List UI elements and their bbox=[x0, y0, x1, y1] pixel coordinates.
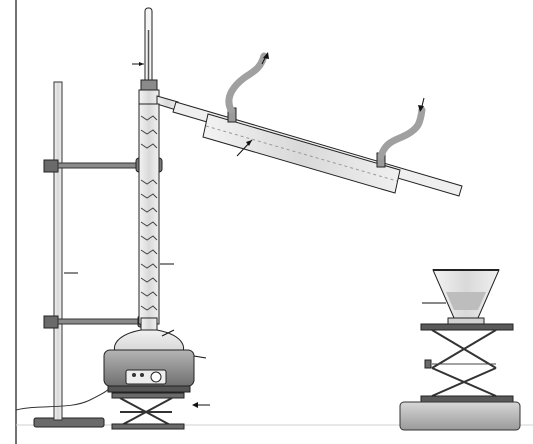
bench-block bbox=[399, 401, 521, 431]
cooling-water-hoses bbox=[225, 52, 426, 160]
receiving-setup bbox=[399, 269, 521, 431]
lab-jack-left bbox=[111, 392, 210, 430]
hose-inlet bbox=[377, 106, 426, 160]
retort-stand bbox=[15, 81, 110, 428]
mantle-knob bbox=[150, 371, 162, 383]
fractionating-column bbox=[138, 103, 174, 325]
stand-base bbox=[33, 417, 105, 428]
flask-pointer bbox=[161, 329, 175, 337]
condenser-jacket bbox=[202, 113, 401, 194]
hose-outlet bbox=[225, 52, 268, 114]
stand-rod bbox=[53, 81, 63, 421]
liebig-condenser bbox=[172, 101, 463, 197]
receiving-liquid bbox=[446, 292, 486, 310]
heating-mantle bbox=[103, 349, 207, 393]
column-packing bbox=[140, 115, 158, 311]
thermometer bbox=[132, 7, 153, 87]
